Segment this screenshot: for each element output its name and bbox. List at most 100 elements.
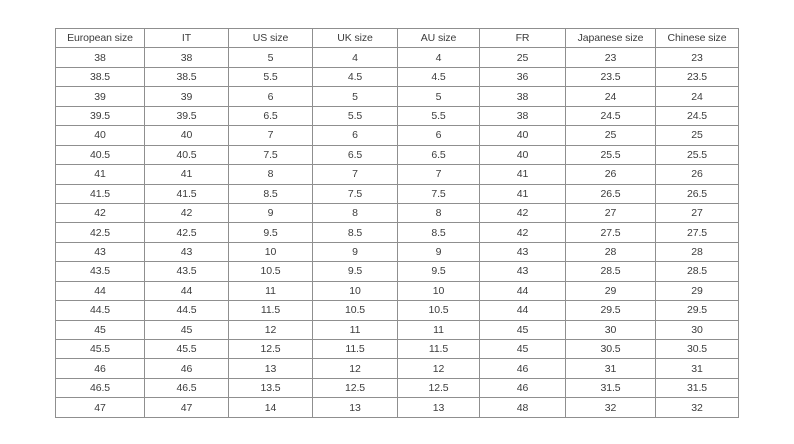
header-row: European size IT US size UK size AU size FR Ja… (55, 27, 739, 49)
table-cell: 7.5 (228, 144, 313, 166)
table-cell: 11 (228, 280, 313, 302)
table-row: 44.5 44.5 11.5 10.5 10.5 44 29.5 29.5 (55, 300, 739, 321)
table-cell: 6.5 (397, 144, 480, 166)
table-cell: 12 (312, 358, 398, 379)
table-cell: 41 (479, 164, 566, 185)
column-header: European size (55, 27, 145, 49)
table-cell: 43.5 (55, 261, 145, 282)
table-row: 38.5 38.5 5.5 4.5 4.5 36 23.5 23.5 (55, 66, 739, 88)
table-cell: 6.5 (228, 105, 313, 127)
table-cell: 8.5 (397, 222, 480, 243)
table-cell: 44 (479, 300, 566, 321)
table-cell: 7.5 (397, 183, 480, 204)
table-cell: 7 (312, 164, 398, 185)
table-cell: 9.5 (397, 261, 480, 282)
table-cell: 26 (565, 164, 656, 185)
table-cell: 25.5 (565, 144, 656, 166)
table-cell: 24 (655, 86, 739, 107)
table-cell: 42.5 (144, 222, 229, 243)
table-cell: 28.5 (565, 261, 656, 282)
table-cell: 42 (144, 202, 229, 224)
table-cell: 26 (655, 164, 739, 185)
table-cell: 27.5 (565, 222, 656, 243)
table-cell: 44.5 (55, 300, 145, 321)
table-cell: 45 (55, 319, 145, 341)
table-cell: 38 (144, 47, 229, 68)
table-cell: 47 (144, 397, 229, 418)
table-cell: 28 (655, 241, 739, 263)
table-cell: 39 (144, 86, 229, 107)
table-cell: 11.5 (397, 338, 480, 360)
table-cell: 32 (655, 397, 739, 418)
table-cell: 47 (55, 397, 145, 418)
table-cell: 38.5 (144, 66, 229, 88)
table-row: 46 46 13 12 12 46 31 31 (55, 358, 739, 379)
table-cell: 40 (479, 144, 566, 166)
table-cell: 45.5 (144, 338, 229, 360)
table-cell: 39.5 (55, 105, 145, 127)
table-cell: 45 (144, 319, 229, 341)
table-cell: 8.5 (228, 183, 313, 204)
table-cell: 29.5 (655, 300, 739, 321)
table-cell: 44 (55, 280, 145, 302)
table-cell: 44 (479, 280, 566, 302)
table-cell: 48 (479, 397, 566, 418)
table-cell: 12 (397, 358, 480, 379)
table-cell: 38 (55, 47, 145, 68)
table-cell: 8.5 (312, 222, 398, 243)
table-cell: 43 (55, 241, 145, 263)
table-cell: 36 (479, 66, 566, 88)
table-cell: 42 (479, 222, 566, 243)
table-cell: 26.5 (655, 183, 739, 204)
table-cell: 5.5 (228, 66, 313, 88)
table-cell: 4.5 (397, 66, 480, 88)
table-cell: 9 (312, 241, 398, 263)
table-cell: 7.5 (312, 183, 398, 204)
table-cell: 5 (228, 47, 313, 68)
table-row: 42.5 42.5 9.5 8.5 8.5 42 27.5 27.5 (55, 222, 739, 243)
table-row: 44 44 11 10 10 44 29 29 (55, 280, 739, 302)
table-cell: 40.5 (55, 144, 145, 166)
table-row: 40.5 40.5 7.5 6.5 6.5 40 25.5 25.5 (55, 144, 739, 166)
table-cell: 9 (397, 241, 480, 263)
table-cell: 4 (397, 47, 480, 68)
table-cell: 11.5 (312, 338, 398, 360)
table-cell: 14 (228, 397, 313, 418)
table-cell: 7 (397, 164, 480, 185)
column-header: FR (479, 27, 566, 49)
table-cell: 12 (228, 319, 313, 341)
table-cell: 9.5 (228, 222, 313, 243)
table-cell: 46 (144, 358, 229, 379)
table-cell: 4 (312, 47, 398, 68)
column-header: US size (228, 27, 313, 49)
table-cell: 31.5 (655, 377, 739, 399)
table-cell: 23 (565, 47, 656, 68)
table-cell: 41 (55, 164, 145, 185)
table-cell: 25 (565, 125, 656, 146)
table-row: 43 43 10 9 9 43 28 28 (55, 241, 739, 263)
table-row: 41 41 8 7 7 41 26 26 (55, 164, 739, 185)
table-cell: 5.5 (312, 105, 398, 127)
table-cell: 41.5 (144, 183, 229, 204)
table-cell: 44 (144, 280, 229, 302)
table-cell: 40 (144, 125, 229, 146)
table-cell: 46 (55, 358, 145, 379)
table-cell: 10 (228, 241, 313, 263)
table-cell: 24 (565, 86, 656, 107)
table-cell: 13.5 (228, 377, 313, 399)
table-row: 45.5 45.5 12.5 11.5 11.5 45 30.5 30.5 (55, 338, 739, 360)
table-row: 45 45 12 11 11 45 30 30 (55, 319, 739, 341)
table-cell: 25.5 (655, 144, 739, 166)
table-row: 38 38 5 4 4 25 23 23 (55, 47, 739, 68)
table-cell: 41.5 (55, 183, 145, 204)
table-cell: 38 (479, 86, 566, 107)
table-cell: 30.5 (565, 338, 656, 360)
table-cell: 12.5 (228, 338, 313, 360)
table-cell: 24.5 (565, 105, 656, 127)
table-row: 39.5 39.5 6.5 5.5 5.5 38 24.5 24.5 (55, 105, 739, 127)
table-cell: 27 (655, 202, 739, 224)
table-cell: 43 (479, 241, 566, 263)
table-cell: 8 (397, 202, 480, 224)
table-body: 38 38 5 4 4 25 23 23 38.5 38.5 5.5 4.5 4.5 36 23.5 23.5… (55, 47, 739, 418)
table-cell: 29 (655, 280, 739, 302)
